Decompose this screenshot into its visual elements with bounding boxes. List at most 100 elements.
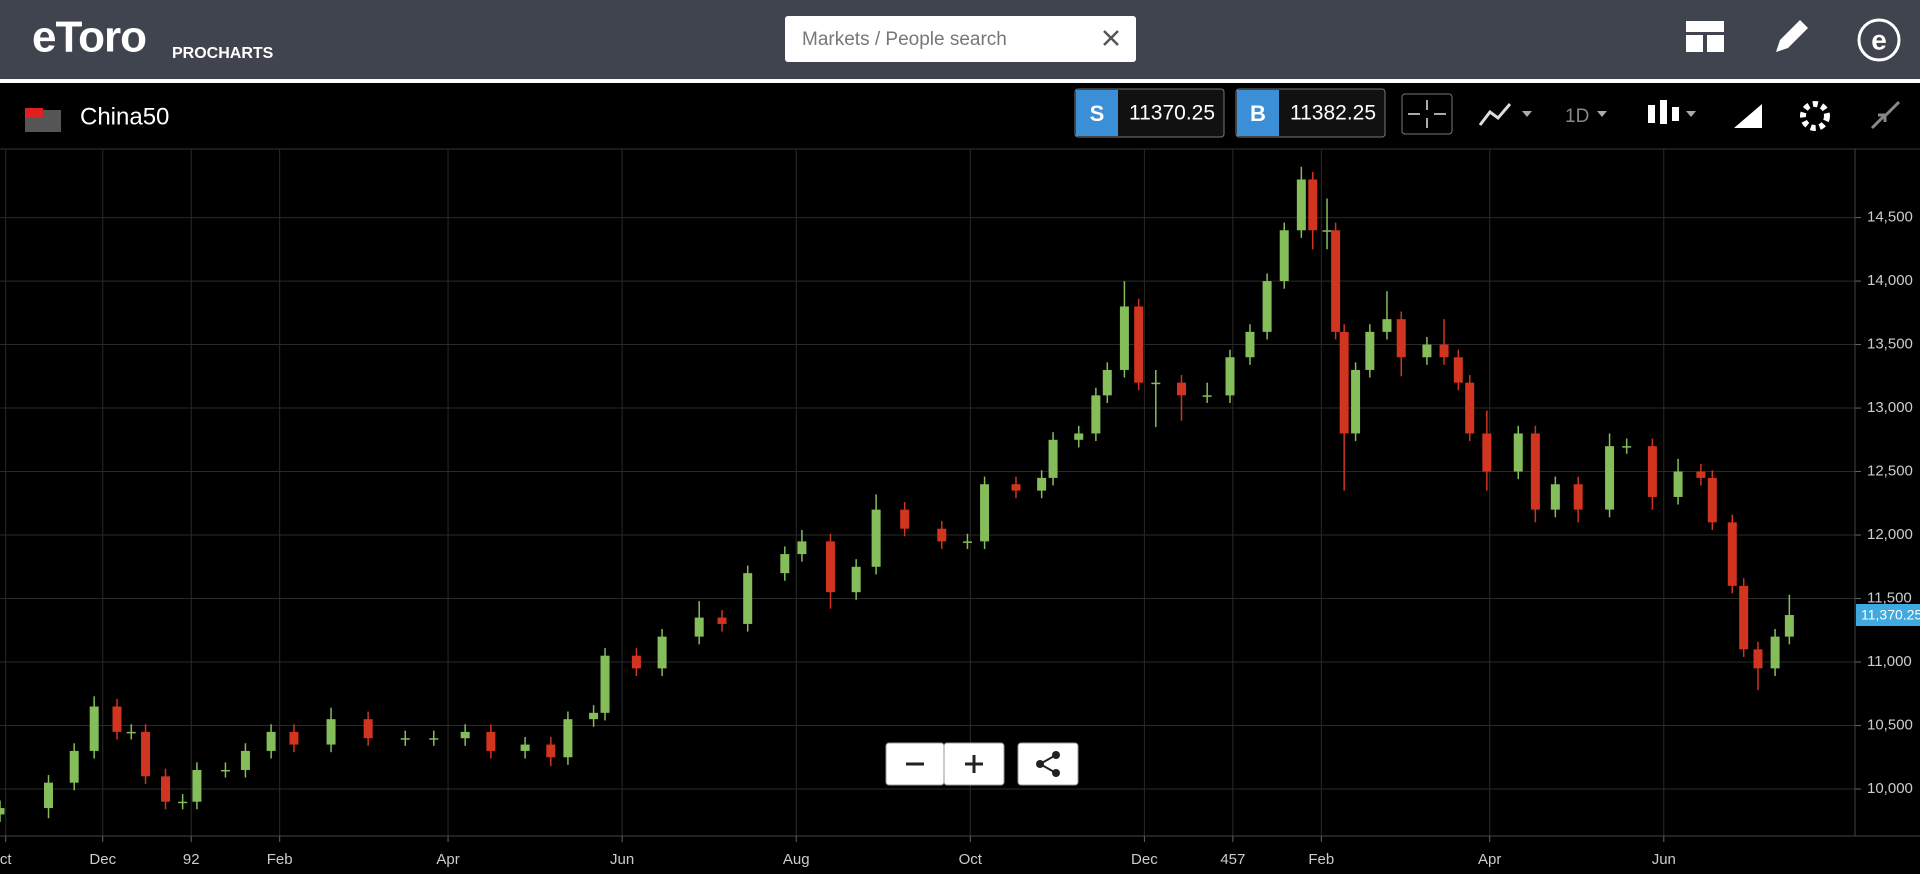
candle-body [1453,357,1463,383]
candle-body [1119,306,1129,370]
candle-body [657,636,667,669]
crosshair-button[interactable] [1401,93,1453,135]
candle-body [546,744,556,758]
x-tick-label: ct [0,851,12,868]
candle-body [1365,331,1375,370]
collapse-button[interactable] [1870,100,1901,130]
candle-body [520,744,530,751]
interval-button[interactable]: 1D [1565,106,1589,127]
x-tick-label: 457 [1220,851,1245,868]
buy-label: B [1250,101,1266,126]
indicators-button[interactable] [1478,103,1512,126]
candle-body [326,719,336,745]
candle-body [1482,433,1492,472]
profile-button[interactable] [1857,18,1901,62]
y-tick-label: 13,000 [1867,399,1913,416]
candle-body [1245,331,1255,358]
y-tick-label: 10,500 [1867,716,1913,733]
settings-button[interactable] [1800,101,1830,131]
instrument-name: China50 [80,103,169,130]
x-tick-label: Dec [89,851,116,868]
candle-body [89,706,99,751]
candle-body [1382,319,1392,332]
top-bar-border [0,79,1920,83]
y-tick-label: 10,000 [1867,780,1913,797]
x-tick-label: Jun [610,851,634,868]
candle-body [240,750,250,770]
profile-icon: e [1871,24,1887,55]
candle-body [1422,344,1432,358]
share-button[interactable] [1017,742,1079,786]
y-tick-label: 11,500 [1867,590,1912,607]
logo[interactable]: eToro [32,13,147,62]
candle-body [1308,179,1318,231]
buy-price: 11382.25 [1290,102,1376,125]
candle-body [161,776,171,802]
candle-body [1151,382,1161,385]
candle-body [1753,649,1763,669]
product-name: PROCHARTS [172,45,274,62]
candle-body [871,509,881,567]
x-tick-label: Dec [1131,851,1158,868]
sell-price: 11370.25 [1129,102,1215,125]
candle-body [112,706,122,732]
candle-body [69,750,79,783]
instrument-flag-red [25,108,43,118]
candle-body [1331,230,1341,332]
search-clear[interactable] [1103,30,1119,46]
candle-body [1770,636,1780,669]
candle-body [1647,446,1657,497]
indicators-caret [1522,111,1532,117]
candle-body [220,769,230,772]
candle-body [1322,230,1332,232]
sell-label-bg [1076,90,1118,136]
x-tick-label: 92 [183,851,200,868]
y-tick-label: 13,500 [1867,336,1913,353]
candle-body [1339,331,1349,434]
candle-body [1439,344,1449,358]
crosshair-icon [1408,100,1446,128]
zoom-in-icon [965,755,983,773]
candle-body [1739,585,1749,650]
candle-body [1573,484,1583,510]
candle-body [1696,471,1706,478]
candle-body [1673,471,1683,497]
chart-type-button[interactable] [1648,100,1679,124]
x-tick-label: Oct [959,851,983,868]
candle-body [1530,433,1540,510]
current-price-label: 11,370.25 [1861,607,1920,623]
candle-body [1202,395,1212,397]
candle-body [1074,433,1084,440]
chart-type-caret [1686,111,1696,117]
candle-body [1550,484,1560,510]
candle-body [1037,477,1047,491]
candle-body [717,617,727,624]
y-tick-label: 14,000 [1867,272,1913,289]
candle-body [460,731,470,739]
candle-body [400,738,410,740]
candle-body [1727,522,1737,586]
search-box[interactable] [785,16,1136,62]
y-tick-label: 12,500 [1867,463,1913,480]
candle-body [600,655,610,713]
candle-body [429,738,439,740]
plot-area: 10,000 10,500 11,000 11,500 12,000 12,500 13,0… [0,149,1920,868]
candle-body [0,808,5,815]
candle-body [937,528,947,542]
candle-body [266,731,276,751]
candle-body [900,509,910,529]
layout-button[interactable] [1686,21,1724,52]
candle-body [1784,615,1794,637]
candle-body [192,769,202,802]
drawing-button[interactable] [1734,104,1762,128]
candle-body [851,566,861,593]
candle-body [178,801,188,804]
x-tick-label: Aug [783,851,810,868]
candle-body [363,719,373,739]
buy-label-bg [1237,90,1279,136]
edit-button[interactable] [1776,20,1808,52]
x-tick-label: Feb [1308,851,1334,868]
candle-body [1296,179,1306,231]
